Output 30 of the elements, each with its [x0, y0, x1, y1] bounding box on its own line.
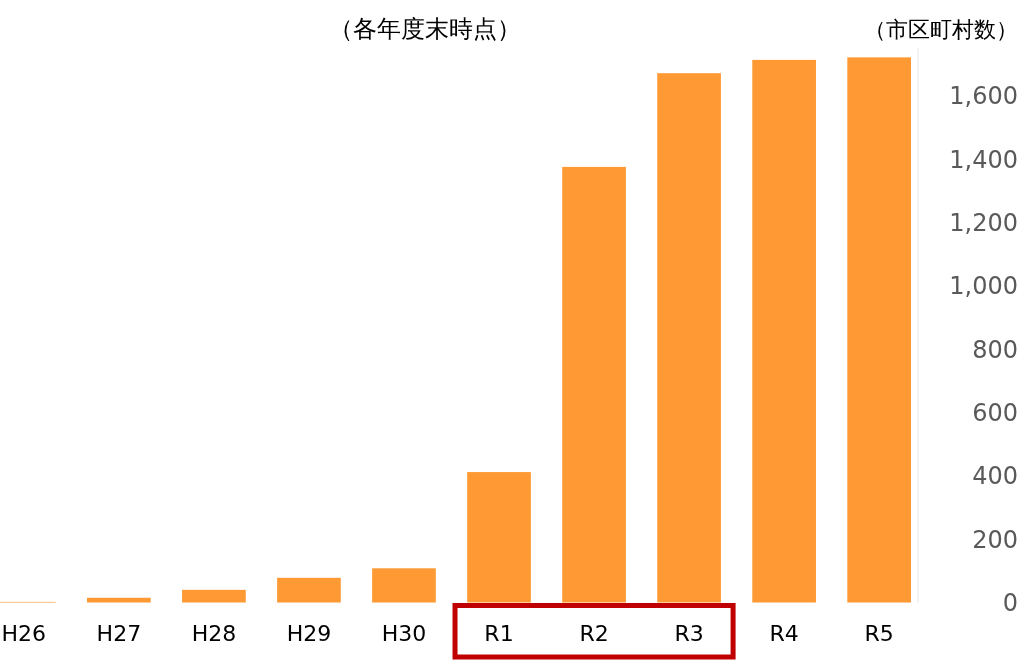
y-tick-label: 800 — [972, 335, 1018, 364]
y-tick-label: 200 — [972, 525, 1018, 554]
bar — [182, 589, 246, 603]
x-tick-label: R4 — [769, 621, 799, 646]
bar — [467, 472, 531, 603]
bar — [562, 166, 626, 603]
x-tick-label: H30 — [381, 621, 427, 646]
x-tick-label: R3 — [674, 621, 704, 646]
x-tick-label: R5 — [864, 621, 894, 646]
x-tick-label: H29 — [286, 621, 332, 646]
y-tick-label: 1,400 — [949, 145, 1018, 174]
x-tick-label: H28 — [191, 621, 237, 646]
bar — [657, 73, 721, 603]
bar — [277, 577, 341, 603]
bar — [87, 597, 151, 603]
x-tick-label: R2 — [579, 621, 609, 646]
y-tick-label: 600 — [972, 398, 1018, 427]
x-tick-label: H27 — [96, 621, 142, 646]
y-tick-label: 1,000 — [949, 272, 1018, 301]
y-axis-title: （市区町村数） — [864, 17, 1018, 42]
x-tick-label: R1 — [484, 621, 514, 646]
y-tick-label: 1,600 — [949, 82, 1018, 111]
bar — [847, 57, 911, 603]
x-tick-label: H26 — [1, 621, 47, 646]
bar — [752, 59, 816, 603]
y-tick-label: 400 — [972, 462, 1018, 491]
chart-title: （各年度末時点） — [329, 15, 521, 43]
y-tick-label: 0 — [1002, 588, 1018, 617]
y-tick-label: 1,200 — [949, 209, 1018, 238]
bar — [372, 568, 436, 603]
